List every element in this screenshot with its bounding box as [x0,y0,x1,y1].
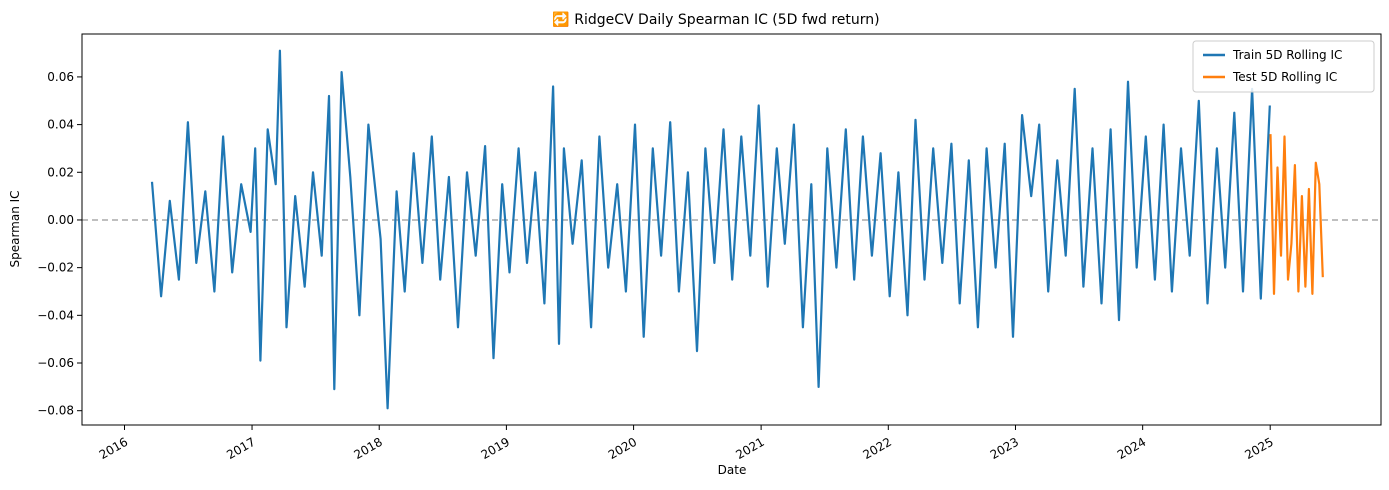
y-tick-label: 0.06 [47,70,74,84]
y-axis: −0.08 −0.06 −0.04 −0.02 0.00 0.02 0.04 0.06 [37,70,82,418]
y-tick-label: −0.02 [37,261,74,275]
y-tick-label: −0.08 [37,404,74,418]
legend: Train 5D Rolling IC Test 5D Rolling IC [1192,40,1375,93]
series-line-train [150,49,1271,410]
plot-area [81,33,1382,426]
x-axis-label: Date [718,463,747,477]
y-axis-label: Spearman IC [8,190,22,267]
y-tick-label: 0.04 [47,118,74,132]
legend-label-train: Train 5D Rolling IC [1232,48,1342,62]
series-line-test [1269,134,1324,295]
series-layer [150,49,1324,410]
y-tick-label: −0.06 [37,356,74,370]
y-tick-label: 0.02 [47,165,74,179]
legend-label-test: Test 5D Rolling IC [1232,70,1337,84]
chart-title: 🔁 RidgeCV Daily Spearman IC (5D fwd retu… [552,11,879,28]
y-tick-label: −0.04 [37,308,74,322]
plot-frame [81,33,1382,426]
legend-box [1192,40,1375,93]
y-tick-label: 0.00 [47,213,74,227]
